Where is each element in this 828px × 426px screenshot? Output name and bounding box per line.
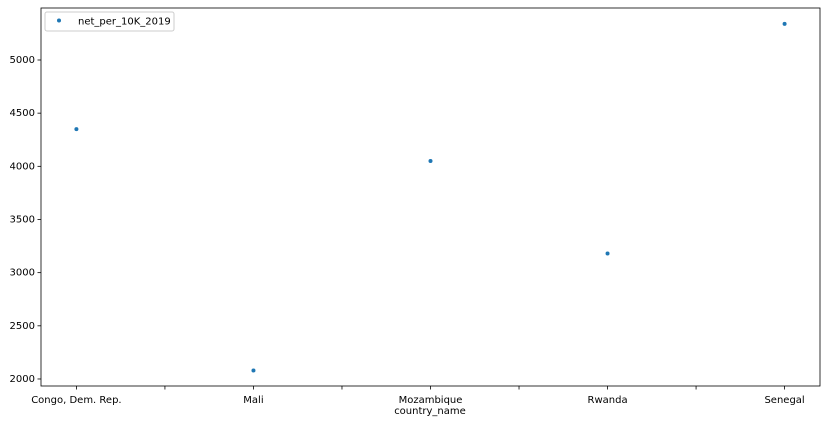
y-tick-label: 2000 — [10, 374, 35, 385]
plot-frame — [40, 7, 821, 387]
x-tick-label: Mali — [243, 395, 263, 406]
legend-box — [44, 11, 175, 32]
point — [782, 21, 787, 26]
point — [74, 127, 79, 132]
legend-marker — [57, 18, 61, 23]
y-tick-label: 5000 — [10, 55, 35, 66]
point — [251, 368, 256, 373]
y-tick-label: 4000 — [10, 161, 35, 172]
y-tick-label: 2500 — [10, 321, 35, 332]
legend-label: net_per_10K_2019 — [78, 17, 171, 28]
x-tick-label: Mozambique — [399, 395, 463, 406]
point — [428, 159, 433, 164]
y-tick-label: 4500 — [10, 108, 35, 119]
point — [605, 251, 610, 256]
x-axis-label: country_name — [394, 406, 466, 417]
x-tick-label: Congo, Dem. Rep. — [31, 395, 121, 406]
y-tick-label: 3500 — [10, 214, 35, 225]
x-tick-label: Rwanda — [588, 395, 628, 406]
y-tick-label: 3000 — [10, 268, 35, 279]
x-tick-label: Senegal — [764, 395, 804, 406]
